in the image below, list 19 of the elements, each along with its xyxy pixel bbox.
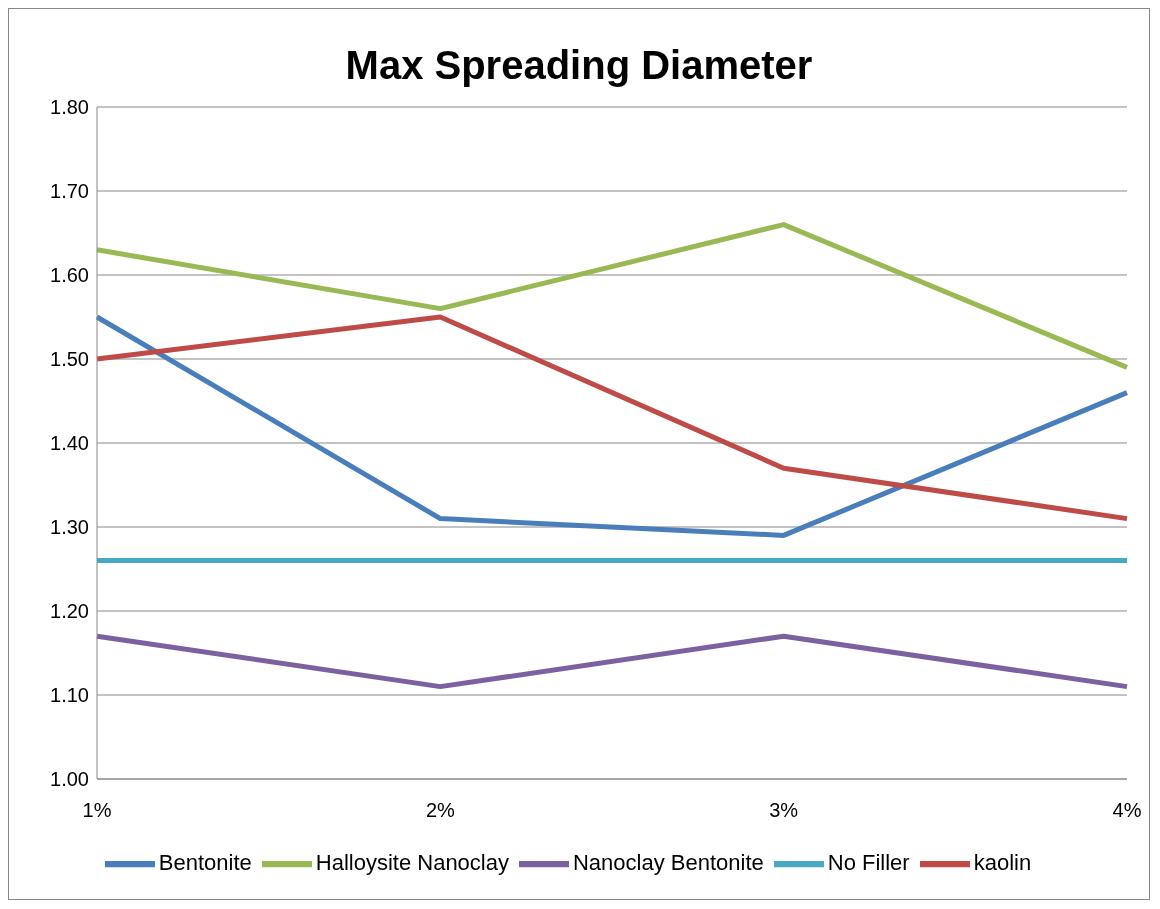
legend-label: Nanoclay Bentonite [572, 849, 764, 875]
y-tick-label: 1.50 [50, 348, 89, 371]
x-tick-label: 3% [769, 799, 799, 822]
x-tick-label: 1% [82, 799, 112, 822]
legend-label: Halloysite Nanoclay [315, 849, 509, 875]
x-tick-label: 2% [425, 799, 455, 822]
x-tick-label: 4% [1112, 799, 1142, 822]
y-tick-label: 1.30 [50, 516, 89, 539]
chart-title: Max Spreading Diameter [344, 42, 814, 89]
y-tick-label: 1.00 [50, 768, 89, 791]
legend-label: Bentonite [158, 849, 252, 875]
y-tick-label: 1.40 [50, 432, 89, 455]
y-tick-label: 1.60 [50, 264, 89, 287]
y-tick-label: 1.70 [50, 180, 89, 203]
legend-label: No Filler [827, 849, 910, 875]
y-tick-label: 1.80 [50, 96, 89, 119]
legend-label: kaolin [973, 849, 1032, 875]
y-tick-label: 1.20 [50, 600, 89, 623]
y-tick-label: 1.10 [50, 684, 89, 707]
